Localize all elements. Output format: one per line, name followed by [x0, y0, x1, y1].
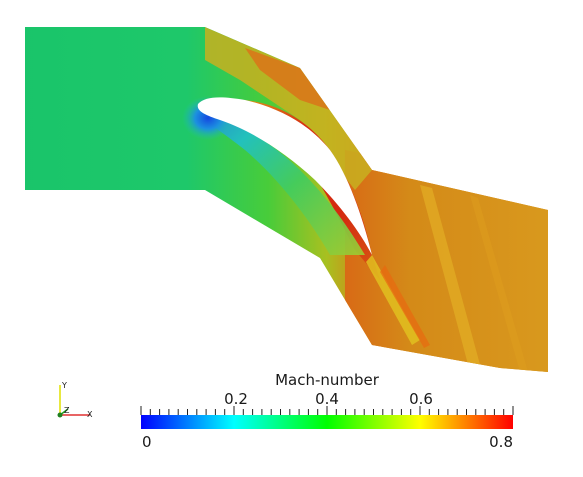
colorbar-tick-label-1: 0.2	[224, 390, 248, 408]
y-axis-label: Y	[61, 381, 67, 390]
colorbar-gradient	[141, 415, 513, 429]
turbine-blade	[197, 97, 372, 255]
colorbar-tick-label-3: 0.6	[409, 390, 433, 408]
axes-triad: Y Z X	[57, 381, 93, 419]
colorbar-tick-label-2: 0.4	[315, 390, 339, 408]
colorbar: Mach-number 0.2 0.4 0.6 0 0.8	[140, 371, 514, 451]
colorbar-title: Mach-number	[275, 371, 380, 389]
pressure-side-region	[198, 105, 365, 255]
colorbar-max-label: 0.8	[489, 433, 513, 451]
wake-streak	[366, 255, 420, 345]
colorbar-ticks	[140, 406, 514, 415]
colorbar-min-label: 0	[142, 433, 152, 451]
axes-origin	[57, 412, 63, 418]
z-axis-label: Z	[64, 406, 70, 415]
flow-field	[25, 27, 548, 372]
x-axis-label: X	[87, 410, 93, 419]
upper-wall-band	[205, 27, 372, 190]
